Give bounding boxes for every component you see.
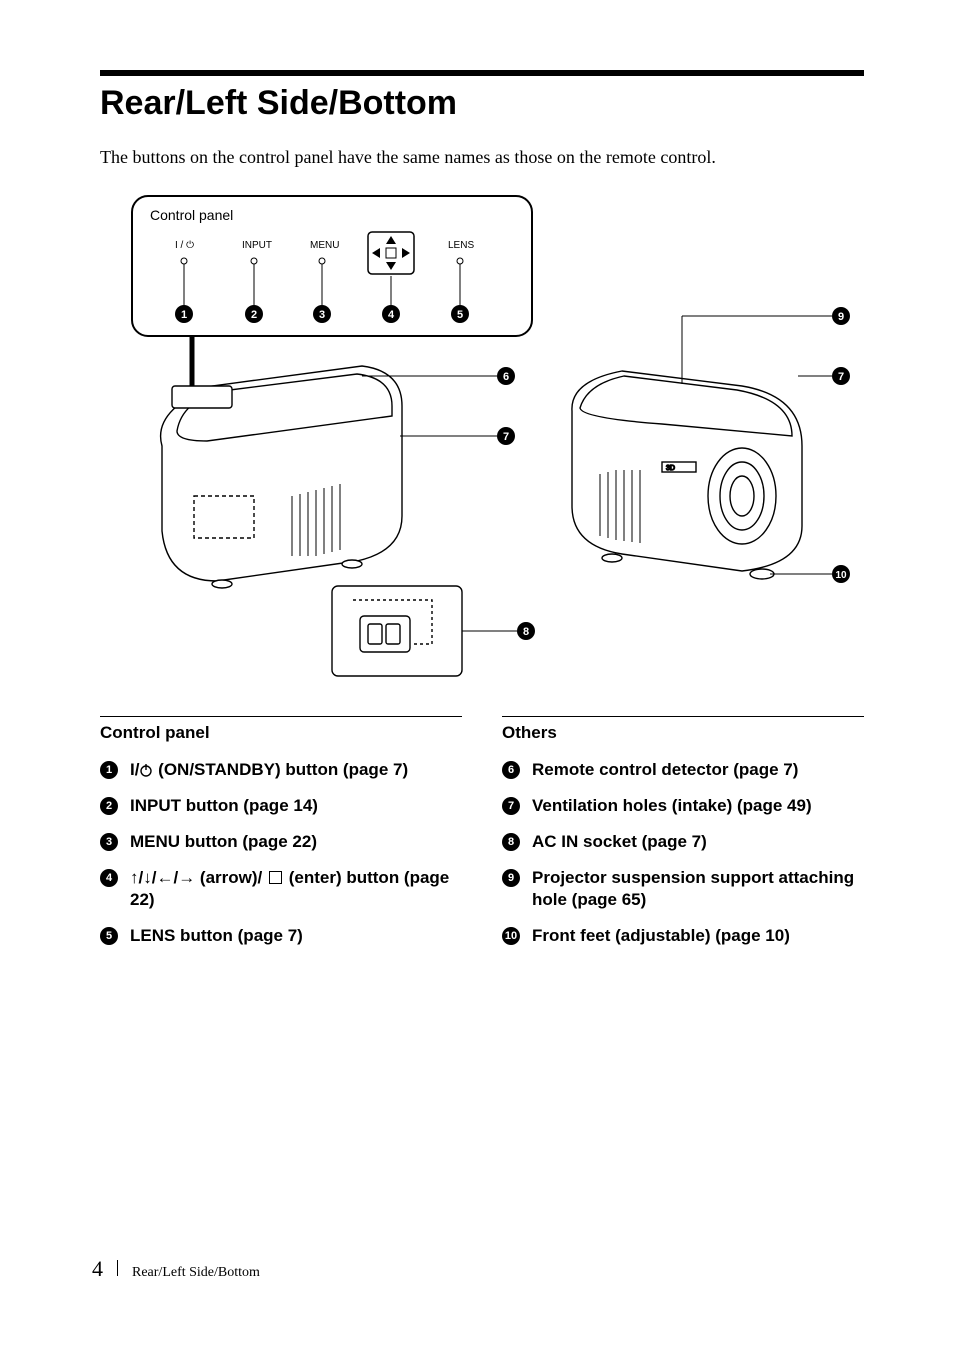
callout-7b: 7: [832, 367, 850, 385]
page-number: 4: [92, 1256, 103, 1282]
svg-text:2: 2: [251, 309, 257, 321]
svg-text:8: 8: [523, 626, 529, 638]
page-footer: 4 Rear/Left Side/Bottom: [92, 1256, 260, 1282]
item-9-label: Projector suspension support attaching h…: [532, 867, 864, 911]
callout-3: 3: [313, 305, 331, 323]
num-3: 3: [100, 833, 118, 851]
right-column: Others 6 Remote control detector (page 7…: [502, 716, 864, 962]
item-3-label: MENU button (page 22): [130, 831, 462, 853]
callout-4: 4: [382, 305, 400, 323]
item-9: 9 Projector suspension support attaching…: [502, 867, 864, 911]
svg-text:7: 7: [503, 431, 509, 443]
bottom-inset: [332, 586, 462, 676]
num-9: 9: [502, 869, 520, 887]
standby-icon: [139, 763, 153, 777]
callout-5: 5: [451, 305, 469, 323]
left-column: Control panel 1 I/ (ON/STANDBY) button (…: [100, 716, 462, 962]
item-3: 3 MENU button (page 22): [100, 831, 462, 853]
svg-text:7: 7: [838, 371, 844, 383]
svg-text:5: 5: [457, 309, 463, 321]
enter-icon: [269, 871, 282, 884]
svg-text:MENU: MENU: [310, 240, 339, 251]
item-2-label: INPUT button (page 14): [130, 795, 462, 817]
item-5-label: LENS button (page 7): [130, 925, 462, 947]
item-4-label: ↑/↓/←/→ (arrow)/ (enter) button (page 22…: [130, 867, 462, 911]
svg-text:LENS: LENS: [448, 240, 474, 251]
svg-text:INPUT: INPUT: [242, 240, 272, 251]
num-4: 4: [100, 869, 118, 887]
num-5: 5: [100, 927, 118, 945]
svg-text:9: 9: [838, 311, 844, 323]
svg-text:I / ⏻: I / ⏻: [175, 240, 194, 251]
num-7: 7: [502, 797, 520, 815]
item-4: 4 ↑/↓/←/→ (arrow)/ (enter) button (page …: [100, 867, 462, 911]
num-8: 8: [502, 833, 520, 851]
projector-front-view: 3D: [572, 371, 802, 579]
diagram: Control panel I / ⏻ INPUT MENU LENS: [102, 186, 862, 686]
page-title: Rear/Left Side/Bottom: [100, 84, 864, 123]
callout-7a: 7: [497, 427, 515, 445]
svg-text:4: 4: [388, 309, 395, 321]
num-10: 10: [502, 927, 520, 945]
svg-text:3D: 3D: [666, 465, 675, 472]
item-7-label: Ventilation holes (intake) (page 49): [532, 795, 864, 817]
item-6: 6 Remote control detector (page 7): [502, 759, 864, 781]
svg-text:3: 3: [319, 309, 325, 321]
svg-text:10: 10: [835, 570, 847, 581]
item-8: 8 AC IN socket (page 7): [502, 831, 864, 853]
num-2: 2: [100, 797, 118, 815]
left-col-head: Control panel: [100, 723, 462, 743]
control-panel-label: Control panel: [150, 207, 233, 223]
svg-text:1: 1: [181, 309, 187, 321]
callout-9: 9: [832, 307, 850, 325]
item-10-label: Front feet (adjustable) (page 10): [532, 925, 864, 947]
item-1-pre: I/: [130, 760, 139, 779]
num-1: 1: [100, 761, 118, 779]
item-6-label: Remote control detector (page 7): [532, 759, 864, 781]
right-col-head: Others: [502, 723, 864, 743]
callout-10: 10: [832, 565, 850, 583]
item-10: 10 Front feet (adjustable) (page 10): [502, 925, 864, 947]
item-7: 7 Ventilation holes (intake) (page 49): [502, 795, 864, 817]
top-rule: [100, 70, 864, 76]
callout-6: 6: [497, 367, 515, 385]
svg-text:6: 6: [503, 371, 509, 383]
callout-1: 1: [175, 305, 193, 323]
projector-rear-view: [161, 366, 402, 588]
item-8-label: AC IN socket (page 7): [532, 831, 864, 853]
item-1: 1 I/ (ON/STANDBY) button (page 7): [100, 759, 462, 781]
callout-8: 8: [517, 622, 535, 640]
item-1-post: (ON/STANDBY) button (page 7): [153, 760, 408, 779]
footer-text: Rear/Left Side/Bottom: [132, 1265, 260, 1281]
intro-text: The buttons on the control panel have th…: [100, 147, 864, 168]
callout-2: 2: [245, 305, 263, 323]
num-6: 6: [502, 761, 520, 779]
item-5: 5 LENS button (page 7): [100, 925, 462, 947]
item-2: 2 INPUT button (page 14): [100, 795, 462, 817]
footer-divider: [117, 1260, 118, 1276]
